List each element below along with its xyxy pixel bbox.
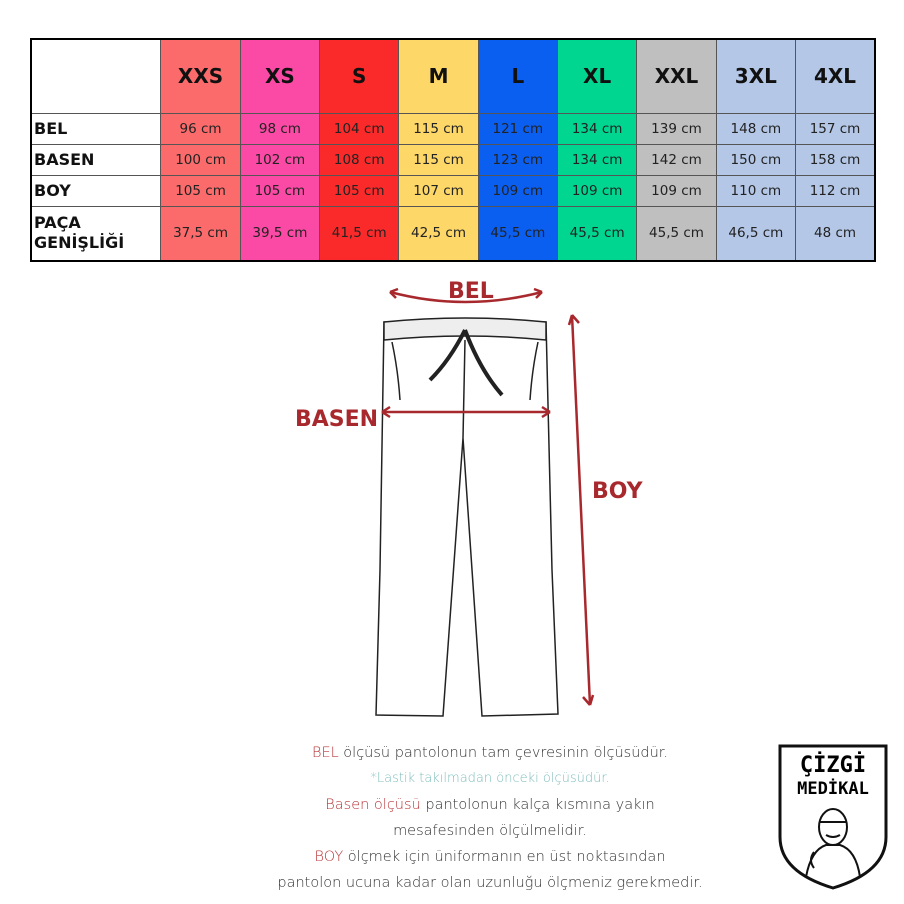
value-cell: 139 cm [636, 112, 717, 145]
table-row: BOY 105 cm 105 cm 105 cm 107 cm 109 cm 109 cm 1… [30, 174, 876, 207]
bel-label: BEL [448, 279, 494, 304]
value-cell: 134 cm [556, 112, 638, 145]
note-text: pantolonun kalça kısmına yakın [420, 797, 655, 813]
size-header-4xl: 4XL [795, 38, 876, 114]
note-text: ölçüsü pantolonun tam çevresinin ölçüsüd… [338, 745, 669, 761]
measurement-notes: BEL ölçüsü pantolonun tam çevresinin ölç… [200, 740, 780, 896]
size-chart-table: XXS XS S M L XL XXL 3XL 4XL BEL 96 cm 98 cm 104 cm 1… [30, 38, 876, 262]
cizgi-medikal-logo: ÇİZGİ MEDİKAL [778, 744, 888, 890]
value-cell: 142 cm [636, 143, 717, 176]
value-cell: 100 cm [160, 143, 241, 176]
row-label: BEL [30, 112, 162, 145]
value-cell: 39,5 cm [239, 205, 321, 262]
value-cell: 104 cm [319, 112, 400, 145]
value-cell: 45,5 cm [636, 205, 717, 262]
size-header-xl: XL [556, 38, 638, 114]
value-cell: 45,5 cm [556, 205, 638, 262]
value-cell: 45,5 cm [477, 205, 558, 262]
value-cell: 42,5 cm [398, 205, 479, 262]
value-cell: 105 cm [239, 174, 321, 207]
value-cell: 158 cm [795, 143, 876, 176]
table-row: BEL 96 cm 98 cm 104 cm 115 cm 121 cm 134 cm 139… [30, 112, 876, 145]
value-cell: 46,5 cm [715, 205, 797, 262]
logo-line1: ÇİZGİ [800, 752, 866, 778]
size-header-m: M [398, 38, 479, 114]
row-label-line: PAÇA [34, 213, 81, 233]
doctor-illustration [805, 808, 861, 878]
value-cell: 48 cm [795, 205, 876, 262]
boy-label: BOY [592, 479, 644, 504]
value-cell: 41,5 cm [319, 205, 400, 262]
value-cell: 109 cm [556, 174, 638, 207]
table-row: BASEN 100 cm 102 cm 108 cm 115 cm 123 cm 134 c… [30, 143, 876, 176]
size-header-xxs: XXS [160, 38, 241, 114]
value-cell: 121 cm [477, 112, 558, 145]
value-cell: 157 cm [795, 112, 876, 145]
row-label: PAÇA GENİŞLİĞİ [30, 205, 162, 262]
note-red: BEL [311, 745, 339, 761]
value-cell: 148 cm [715, 112, 797, 145]
size-header-row: XXS XS S M L XL XXL 3XL 4XL [30, 38, 876, 114]
size-header-xxl: XXL [636, 38, 717, 114]
size-header-xs: XS [239, 38, 321, 114]
measurement-arrows [381, 287, 595, 706]
note-red: Basen ölçüsü [325, 797, 421, 813]
note-text: ölçmek için üniformanın en üst noktasınd… [343, 849, 666, 865]
value-cell: 150 cm [715, 143, 797, 176]
size-header-3xl: 3XL [715, 38, 797, 114]
note-text: pantolon ucuna kadar olan uzunluğu ölçme… [277, 875, 703, 891]
basen-label: BASEN [295, 407, 378, 432]
row-label-line: GENİŞLİĞİ [34, 233, 125, 253]
table-row: PAÇA GENİŞLİĞİ 37,5 cm 39,5 cm 41,5 cm 42,5 c… [30, 205, 876, 262]
pants-outline [375, 317, 559, 717]
value-cell: 107 cm [398, 174, 479, 207]
note-text: *Lastik takılmadan önceki ölçüsüdür. [370, 771, 610, 786]
value-cell: 134 cm [556, 143, 638, 176]
size-header-l: L [477, 38, 558, 114]
value-cell: 109 cm [477, 174, 558, 207]
value-cell: 96 cm [160, 112, 241, 145]
value-cell: 102 cm [239, 143, 321, 176]
value-cell: 37,5 cm [160, 205, 241, 262]
value-cell: 115 cm [398, 112, 479, 145]
note-text: mesafesinden ölçülmelidir. [393, 823, 587, 839]
value-cell: 109 cm [636, 174, 717, 207]
value-cell: 115 cm [398, 143, 479, 176]
value-cell: 123 cm [477, 143, 558, 176]
note-red: BOY [314, 849, 344, 865]
row-label: BASEN [30, 143, 162, 176]
value-cell: 98 cm [239, 112, 321, 145]
corner-cell [30, 38, 162, 114]
row-label: BOY [30, 174, 162, 207]
value-cell: 108 cm [319, 143, 400, 176]
value-cell: 105 cm [160, 174, 241, 207]
value-cell: 110 cm [715, 174, 797, 207]
logo-line2: MEDİKAL [797, 777, 869, 799]
size-header-s: S [319, 38, 400, 114]
value-cell: 112 cm [795, 174, 876, 207]
pants-diagram: BEL BASEN BOY [295, 279, 644, 717]
value-cell: 105 cm [319, 174, 400, 207]
